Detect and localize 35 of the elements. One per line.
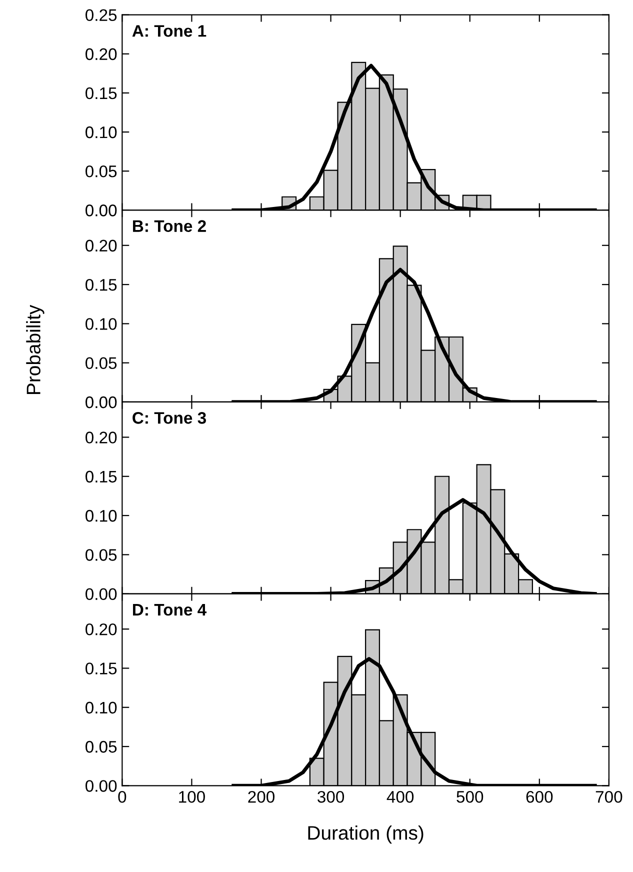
x-tick-label: 300 [318,790,344,803]
y-tick-label: 0.10 [86,126,117,138]
x-tick-label: 100 [179,790,205,803]
x-tick-label: 200 [248,790,274,803]
x-tick-label: 700 [596,790,622,803]
y-tick-label: 0.00 [86,588,117,600]
y-tick-label: 0.05 [86,357,117,370]
y-tick-label: 0.10 [86,318,117,330]
y-tick-label: 0.10 [86,702,117,714]
chart-title: C: Tone 3 [132,412,206,424]
y-tick-label: 0.20 [86,48,117,60]
chart-title: D: Tone 4 [133,604,207,616]
x-tick-label: 500 [456,790,484,803]
y-tick-label: 0.15 [86,470,117,483]
x-tick-label: 400 [386,790,414,803]
y-tick-label: 0.05 [86,740,117,753]
x-tick-label: 0 [118,790,126,803]
y-tick-label: 0.25 [86,9,117,22]
chart-title: A: Tone 1 [132,25,206,37]
y-tick-label: 0.20 [86,432,117,444]
y-tick-label: 0.00 [86,780,117,792]
y-tick-label: 0.05 [86,549,117,561]
x-tick-label: 600 [526,790,553,803]
y-tick-label: 0.00 [86,396,117,408]
x-axis-title: Duration (ms) [308,826,424,844]
y-tick-label: 0.10 [86,510,117,522]
chart-title: B: Tone 2 [133,220,206,232]
y-tick-label: 0.15 [86,278,117,291]
y-tick-label: 0.20 [86,240,117,252]
y-tick-label: 0.05 [86,165,117,178]
y-axis-title: Probability [26,304,44,394]
y-tick-label: 0.20 [86,623,117,636]
y-tick-label: 0.15 [86,662,117,674]
y-tick-label: 0.00 [86,204,117,216]
y-tick-label: 0.15 [86,87,117,100]
